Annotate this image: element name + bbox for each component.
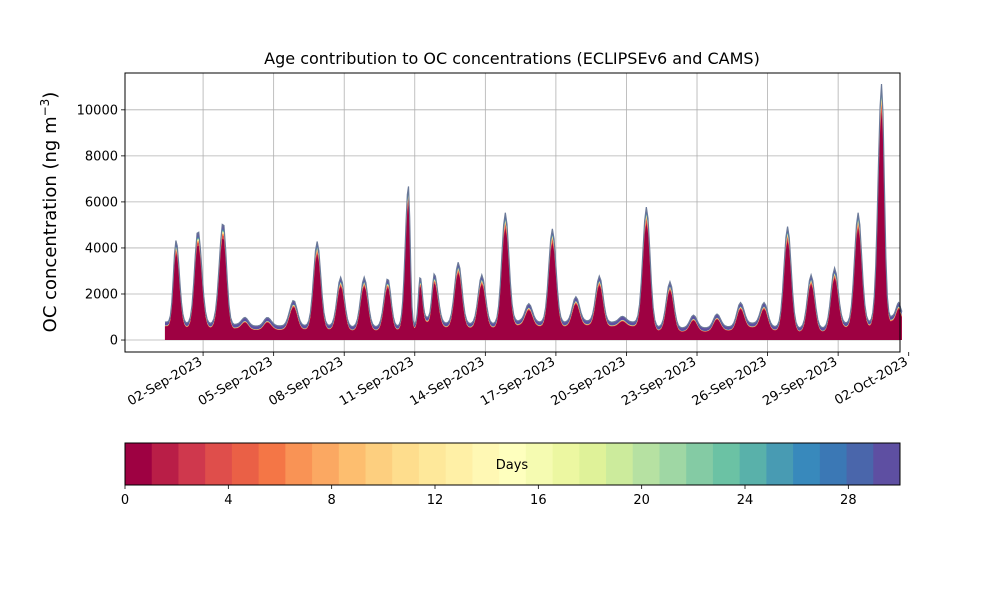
colorbar-cell xyxy=(445,443,473,485)
colorbar-tick-label: 12 xyxy=(427,493,444,508)
colorbar-cell xyxy=(365,443,393,485)
colorbar-cell xyxy=(846,443,874,485)
colorbar-tick-label: 4 xyxy=(224,493,232,508)
colorbar-cell xyxy=(525,443,554,485)
colorbar-label: Days xyxy=(496,458,529,473)
y-tick-label: 6000 xyxy=(85,195,118,210)
colorbar-cell xyxy=(606,443,634,485)
colorbar-cell xyxy=(819,443,848,485)
colorbar-cell xyxy=(499,443,527,485)
y-axis-label: OC concentration (ng m−3) xyxy=(38,92,61,333)
colorbar-cell xyxy=(632,443,660,485)
colorbar-ticks: 0 4 8 12 16 20 24 28 xyxy=(121,485,857,508)
colorbar-cell xyxy=(686,443,714,485)
colorbar-cell xyxy=(231,443,260,485)
colorbar-cell xyxy=(312,443,340,485)
colorbar-cell xyxy=(285,443,313,485)
colorbar-cell xyxy=(392,443,420,485)
colorbar-cell xyxy=(579,443,607,485)
colorbar-cell xyxy=(873,443,901,485)
colorbar-tick-label: 24 xyxy=(737,493,754,508)
colorbar: Days 0 4 8 12 16 20 24 28 xyxy=(121,442,901,508)
colorbar-cell xyxy=(151,443,179,485)
y-axis-label-close: ) xyxy=(40,92,61,99)
colorbar-cell xyxy=(552,443,580,485)
y-axis-label-main: OC concentration (ng m xyxy=(40,116,61,332)
y-tick-label: 8000 xyxy=(85,149,118,164)
colorbar-cell xyxy=(178,443,206,485)
colorbar-cell xyxy=(766,443,794,485)
y-tick-label: 2000 xyxy=(85,287,118,302)
plot-area-series xyxy=(164,83,903,341)
total-concentration-line xyxy=(164,83,903,329)
colorbar-tick-label: 0 xyxy=(121,493,129,508)
colorbar-cell xyxy=(258,443,286,485)
colorbar-cell xyxy=(712,443,741,485)
colorbar-cell xyxy=(472,443,500,485)
colorbar-cells xyxy=(125,443,901,485)
y-tick-label: 4000 xyxy=(85,241,118,256)
colorbar-cell xyxy=(793,443,821,485)
colorbar-frame xyxy=(124,442,901,486)
y-tick-label: 10000 xyxy=(77,103,118,118)
colorbar-cell xyxy=(418,443,447,485)
colorbar-tick-label: 28 xyxy=(840,493,857,508)
y-axis-ticks: 0 2000 4000 6000 8000 10000 xyxy=(77,103,125,349)
colorbar-tick-label: 16 xyxy=(530,493,547,508)
colorbar-cell xyxy=(739,443,767,485)
colorbar-tick-label: 8 xyxy=(328,493,336,508)
chart-title: Age contribution to OC concentrations (E… xyxy=(264,49,760,68)
colorbar-cell xyxy=(659,443,687,485)
plot-frame xyxy=(124,72,901,353)
colorbar-cell xyxy=(338,443,367,485)
colorbar-cell xyxy=(125,443,153,485)
y-tick-label: 0 xyxy=(110,334,118,349)
y-axis-label-superscript: −3 xyxy=(38,99,52,117)
colorbar-cell xyxy=(205,443,233,485)
colorbar-tick-label: 20 xyxy=(633,493,650,508)
